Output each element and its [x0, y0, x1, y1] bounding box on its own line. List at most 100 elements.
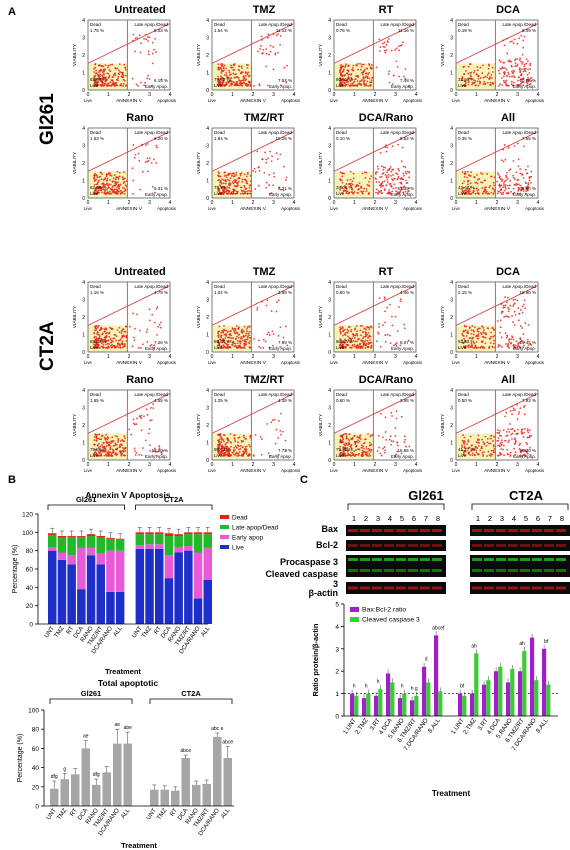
event-dot	[527, 68, 529, 71]
event-dot	[523, 63, 526, 66]
event-dot	[368, 77, 371, 80]
event-dot	[341, 341, 344, 344]
event-dot	[461, 79, 463, 81]
event-dot	[146, 160, 149, 163]
event-dot	[463, 80, 466, 83]
event-dot	[395, 60, 398, 63]
event-dot	[363, 327, 366, 330]
event-dot	[95, 193, 98, 195]
stacked-bar-segment	[77, 589, 86, 624]
event-dot	[245, 451, 248, 453]
quadrant-label-live: Live	[458, 191, 467, 196]
lane-number: 5	[524, 514, 528, 523]
event-dot	[354, 78, 356, 81]
event-dot	[225, 174, 228, 177]
event-dot	[391, 145, 394, 148]
x-tick-label: 0	[455, 462, 458, 468]
event-dot	[114, 82, 117, 85]
event-dot	[400, 160, 403, 163]
event-dot	[225, 329, 228, 332]
blot-band	[396, 569, 406, 572]
event-dot	[100, 188, 103, 191]
x-tick-label: 2	[252, 200, 255, 206]
event-dot	[237, 68, 240, 71]
event-dot	[283, 165, 286, 168]
event-dot	[99, 75, 101, 78]
event-dot	[245, 338, 248, 341]
x-axis-label: ANNEXIN V	[240, 98, 267, 104]
event-dot	[106, 182, 108, 185]
quadrant-value-early: 8.31 %	[278, 186, 292, 191]
event-dot	[101, 71, 104, 74]
event-dot	[393, 344, 395, 347]
event-dot	[115, 339, 117, 342]
event-dot	[120, 330, 123, 332]
event-dot	[499, 184, 501, 187]
event-dot	[356, 340, 359, 343]
event-dot	[403, 323, 406, 326]
event-dot	[521, 61, 524, 64]
event-dot	[105, 192, 108, 194]
event-dot	[121, 340, 124, 343]
quadrant-value-early: 7.72 %	[278, 448, 292, 453]
event-dot	[370, 449, 373, 451]
event-dot	[286, 64, 288, 67]
event-dot	[228, 69, 230, 72]
blot-band	[484, 586, 494, 590]
y-tick-label: 2	[328, 423, 331, 429]
stacked-bar-segment	[67, 564, 76, 624]
event-dot	[506, 448, 509, 451]
event-dot	[233, 184, 236, 187]
x-tick-label: 2	[128, 200, 131, 206]
event-dot	[228, 333, 231, 336]
plot-frame	[455, 281, 539, 353]
event-dot	[496, 429, 499, 431]
event-dot	[348, 433, 351, 436]
stacked-bar-segment	[106, 550, 115, 592]
event-dot	[504, 315, 507, 318]
event-dot	[342, 330, 345, 333]
event-dot	[249, 192, 251, 195]
event-dot	[518, 312, 520, 315]
stacked-bar-segment	[203, 580, 212, 624]
blot-band	[496, 529, 506, 532]
event-dot	[345, 437, 348, 440]
event-dot	[386, 169, 389, 172]
event-dot	[364, 451, 366, 454]
event-dot	[277, 51, 279, 54]
blot-band	[432, 544, 442, 547]
event-dot	[234, 345, 237, 347]
event-dot	[360, 444, 363, 447]
event-dot	[143, 37, 145, 40]
event-dot	[100, 337, 103, 340]
event-dot	[106, 331, 109, 334]
event-dot	[505, 82, 507, 85]
event-dot	[258, 345, 260, 348]
event-dot	[511, 413, 513, 416]
event-dot	[275, 428, 278, 431]
quadrant-diagonal-line	[87, 131, 171, 172]
event-dot	[100, 65, 103, 68]
event-dot	[241, 71, 244, 74]
event-dot	[360, 71, 363, 74]
event-dot	[392, 187, 395, 190]
event-dot	[98, 70, 101, 72]
event-dot	[349, 455, 352, 457]
event-dot	[466, 443, 469, 446]
event-dot	[378, 297, 381, 300]
group-label: Gl261	[81, 689, 101, 698]
event-dot	[366, 80, 369, 83]
event-dot	[520, 74, 522, 77]
event-dot	[119, 450, 122, 453]
event-dot	[235, 174, 237, 177]
event-dot	[507, 84, 510, 87]
event-dot	[462, 342, 465, 345]
event-dot	[506, 177, 509, 180]
event-dot	[513, 191, 516, 194]
x-axis-start-label: Live	[452, 360, 460, 365]
event-dot	[383, 297, 386, 300]
event-dot	[406, 192, 409, 194]
event-dot	[388, 168, 391, 170]
